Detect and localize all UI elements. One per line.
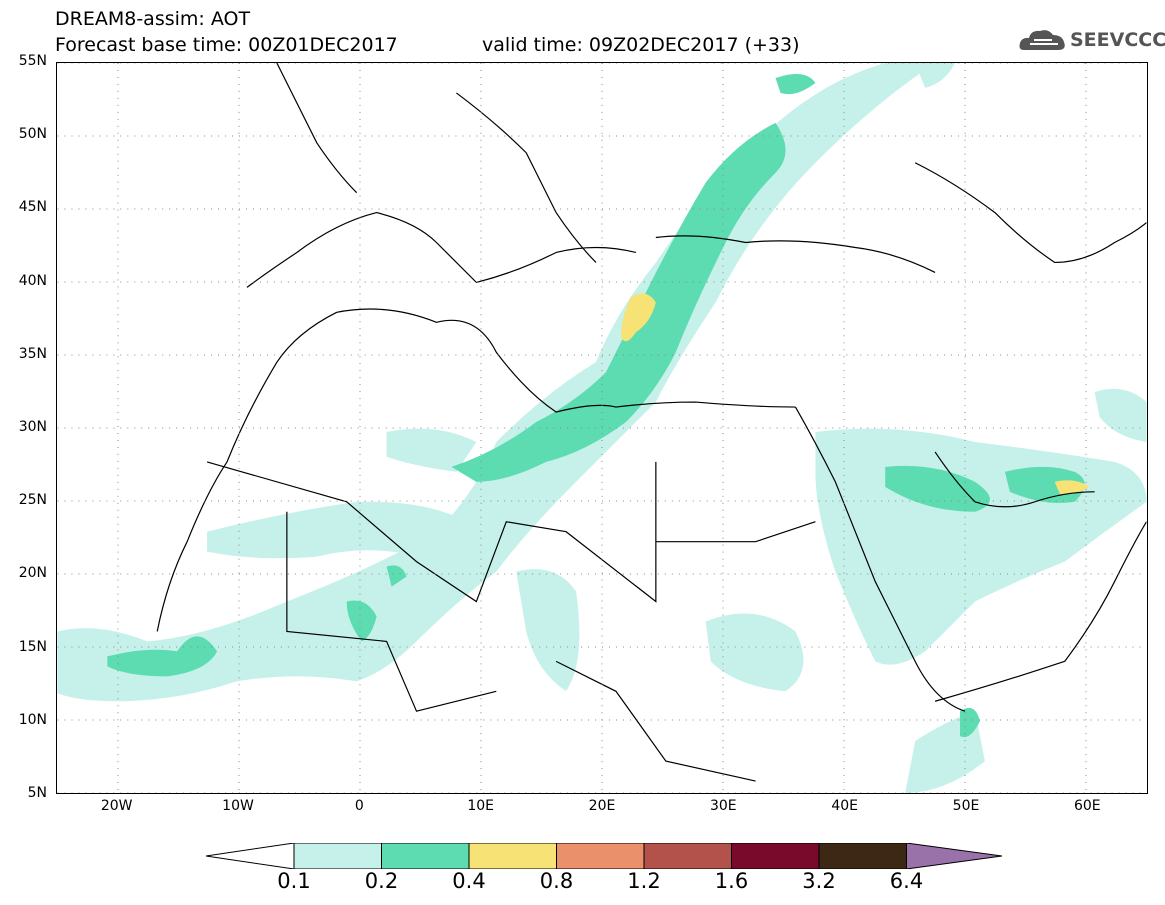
colorbar-level-label: 0.8 [539, 869, 574, 893]
latitude-label: 10N [18, 711, 47, 728]
colorbar-under-arrow [206, 843, 295, 869]
graticule [57, 63, 1147, 793]
colorbar-box [818, 843, 907, 869]
longitude-label: 40E [831, 798, 858, 814]
colorbar-box [468, 843, 557, 869]
longitude-label: 0 [354, 798, 364, 814]
country-borders [156, 63, 1147, 782]
latitude-label: 35N [18, 345, 47, 362]
aot-high-spot [620, 293, 1090, 495]
latitude-label: 50N [18, 126, 47, 143]
colorbar [206, 843, 1002, 869]
latitude-label: 40N [18, 272, 47, 289]
valid-time: valid time: 09Z02DEC2017 (+33) [482, 34, 800, 56]
aot-mid-plume [107, 73, 1085, 738]
colorbar-level-label: 6.4 [889, 869, 924, 893]
longitude-label: 30E [709, 798, 737, 814]
longitude-label: 50E [952, 798, 980, 814]
latitude-label: 15N [18, 638, 47, 655]
colorbar-level-label: 0.1 [277, 869, 311, 893]
logo-text: SEEVCCC [1070, 29, 1165, 51]
longitude-label: 10W [222, 798, 254, 814]
latitude-label: 20N [18, 565, 47, 582]
longitude-label: 60E [1073, 798, 1101, 814]
forecast-base-time: Forecast base time: 00Z01DEC2017 [55, 34, 398, 56]
colorbar-level-label: 3.2 [802, 869, 836, 893]
cloud-logo-icon [1019, 30, 1065, 50]
colorbar-over-arrow [906, 843, 1002, 869]
colorbar-level-label: 0.4 [452, 869, 486, 893]
colorbar-level-label: 0.2 [364, 869, 399, 893]
map-title: DREAM8-assim: AOT [55, 8, 251, 30]
aot-map [56, 62, 1148, 794]
longitude-label: 20E [588, 798, 616, 814]
colorbar-box [381, 843, 470, 869]
latitude-label: 55N [18, 53, 47, 69]
colorbar-level-label: 1.2 [627, 869, 661, 893]
colorbar-box [556, 843, 645, 869]
latitude-label: 30N [18, 419, 47, 435]
latitude-label: 25N [18, 492, 47, 509]
latitude-label: 45N [18, 199, 47, 216]
longitude-label: 10E [467, 798, 494, 814]
latitude-label: 5N [27, 785, 47, 801]
colorbar-box [293, 843, 382, 869]
colorbar-box [643, 843, 732, 869]
longitude-label: 20W [100, 798, 133, 814]
colorbar-level-label: 1.6 [714, 869, 749, 893]
colorbar-box [731, 843, 820, 869]
